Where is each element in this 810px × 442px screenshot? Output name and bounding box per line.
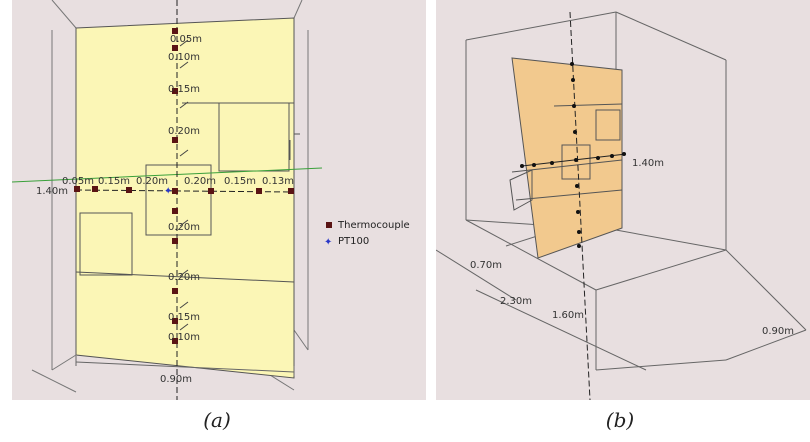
horizontal-label: 0.05m [62, 176, 94, 187]
thermocouple-marker [172, 338, 178, 344]
legend-thermocouple-label: Thermocouple [337, 220, 410, 231]
thermocouple-marker [172, 208, 178, 214]
thermocouple-marker [172, 137, 178, 143]
thermocouple-marker [256, 188, 262, 194]
sensor-point [622, 152, 626, 156]
horizontal-label: 0.15m [224, 176, 256, 187]
caption-a: (a) [203, 408, 231, 432]
panel-b-3d-view: 1.40m 0.70m 2.30m 1.60m 0.90m [436, 0, 810, 400]
thermocouple-marker [74, 186, 80, 192]
dimension-label: 2.30m [500, 296, 532, 307]
vertical-label: 0.10m [168, 332, 200, 343]
sensor-point [520, 164, 524, 168]
horizontal-label: 0.15m [98, 176, 130, 187]
sensor-points [520, 62, 626, 248]
height-label: 1.40m [36, 186, 68, 197]
width-label: 0.90m [160, 374, 192, 385]
vertical-center-line [569, 11, 591, 400]
sensor-point [596, 156, 600, 160]
sensor-point [577, 230, 581, 234]
horizontal-axis-line [12, 167, 323, 183]
dimension-ticks [179, 39, 189, 331]
dimension-label: 0.90m [762, 326, 794, 337]
caption-b: (b) [605, 408, 635, 432]
pt100-marker: ✦ [164, 186, 172, 197]
thermocouples-vertical [172, 28, 178, 344]
vertical-label: 0.20m [168, 272, 200, 283]
panel-b-drawing: 1.40m 0.70m 2.30m 1.60m 0.90m [436, 11, 807, 400]
thermocouple-marker [172, 288, 178, 294]
thermocouple-marker [126, 187, 132, 193]
thermocouple-marker [172, 28, 178, 34]
thermocouple-marker [172, 45, 178, 51]
sensor-point [550, 161, 554, 165]
test-wall [75, 17, 295, 379]
legend: Thermocouple ✦ PT100 [324, 220, 410, 248]
horizontal-label: 0.20m [184, 176, 216, 187]
thermocouple-marker [172, 88, 178, 94]
dimension-label: 1.60m [552, 310, 584, 321]
vertical-label: 0.05m [170, 34, 202, 45]
vertical-label: 0.10m [168, 52, 200, 63]
legend-pt100-label: PT100 [338, 236, 369, 247]
wall-blocks [509, 103, 623, 211]
horizontal-label: 0.13m [262, 176, 294, 187]
sensor-point [574, 158, 578, 162]
thermocouple-marker [172, 188, 178, 194]
horizontal-spacing-labels: 0.05m 0.15m 0.20m 0.20m 0.15m 0.13m [62, 176, 294, 187]
test-wall [511, 57, 623, 259]
vertical-label: 0.20m [168, 222, 200, 233]
dimension-label: 0.70m [470, 260, 502, 271]
sensor-point [532, 163, 536, 167]
vertical-label: 0.15m [168, 312, 200, 323]
sensor-point [571, 78, 575, 82]
vertical-spacing-labels: 0.05m 0.10m 0.15m 0.20m 0.20m 0.20m 0.15… [168, 34, 202, 343]
sensor-point [575, 184, 579, 188]
sensor-point [576, 210, 580, 214]
height-label: 1.40m [632, 158, 664, 169]
vertical-label: 0.20m [168, 126, 200, 137]
panel-a-front-view: ✦ 0.05m 0.10m 0.15m 0.20m 0.20m 0.20m 0.… [12, 0, 426, 400]
thermocouple-marker [172, 238, 178, 244]
sensor-point [570, 62, 574, 66]
sensor-point [573, 130, 577, 134]
legend-thermocouple-swatch [326, 222, 332, 228]
panel-a-drawing: ✦ 0.05m 0.10m 0.15m 0.20m 0.20m 0.20m 0.… [12, 0, 410, 400]
thermocouple-marker [172, 318, 178, 324]
width-dimension-line [75, 356, 295, 376]
legend-pt100-swatch: ✦ [324, 237, 332, 248]
sensor-point [610, 154, 614, 158]
thermocouples-horizontal [74, 186, 294, 194]
horizontal-label: 0.20m [136, 176, 168, 187]
vertical-label: 0.15m [168, 84, 200, 95]
sensor-point [572, 104, 576, 108]
thermocouple-marker [208, 188, 214, 194]
thermocouple-marker [288, 188, 294, 194]
thermocouple-marker [92, 186, 98, 192]
sensor-point [577, 244, 581, 248]
